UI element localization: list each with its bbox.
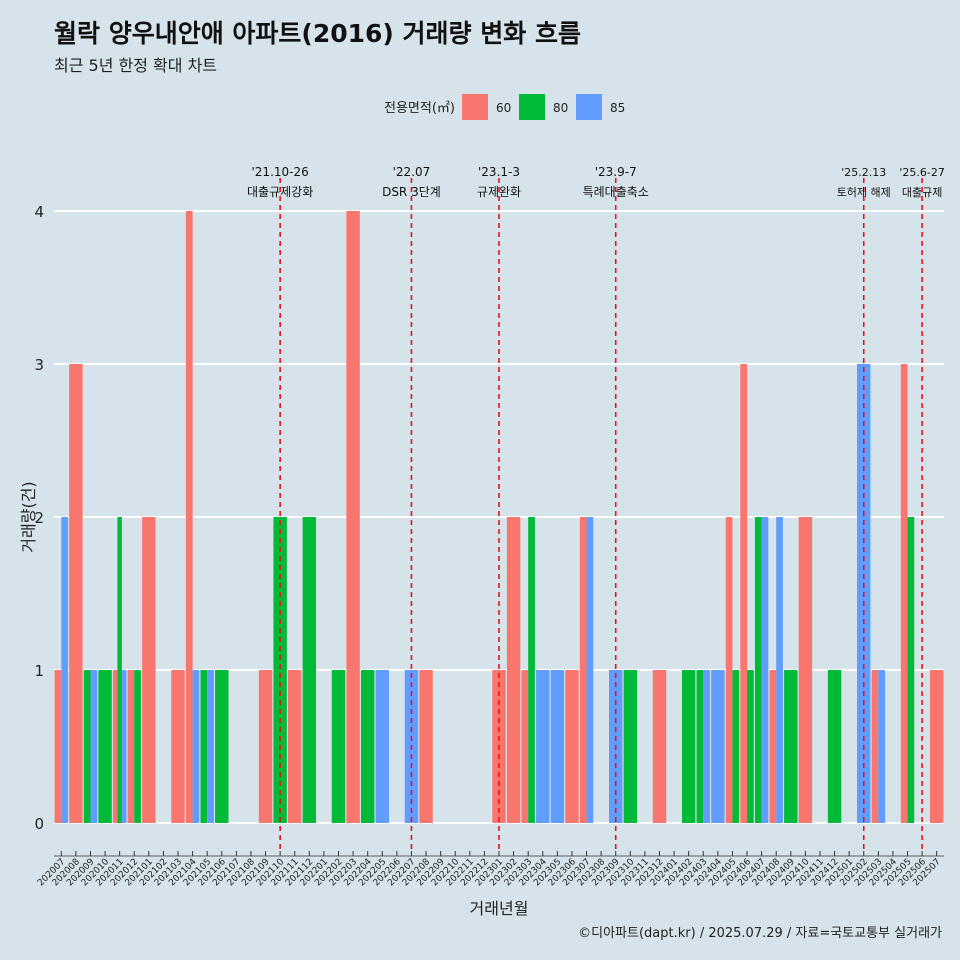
bar-80-202204 xyxy=(360,670,375,823)
legend-label-80: 80 xyxy=(553,101,568,115)
event-date: '22.07 xyxy=(393,165,431,179)
bar-60-202503 xyxy=(871,670,879,823)
legend-label-60: 60 xyxy=(496,101,511,115)
bar-80-202110 xyxy=(273,517,287,823)
x-axis-title: 거래년월 xyxy=(470,899,529,918)
bar-60-202101 xyxy=(142,517,156,823)
bar-80-202202 xyxy=(331,670,346,823)
bar-85-202104 xyxy=(192,670,200,823)
event-label: 특례대출축소 xyxy=(583,185,649,199)
bar-80-202310 xyxy=(623,670,638,823)
bar-60-202307 xyxy=(579,517,587,823)
bar-60-202208 xyxy=(419,670,433,823)
event-date: '23.9-7 xyxy=(595,165,637,179)
bar-85-202305 xyxy=(550,670,565,823)
bar-80-202303 xyxy=(528,517,535,823)
legend-label-85: 85 xyxy=(610,101,625,115)
bar-85-202503 xyxy=(878,670,886,823)
bar-80-202105 xyxy=(200,670,208,823)
bar-85-202205 xyxy=(375,670,389,823)
chart-subtitle: 최근 5년 한정 확대 차트 xyxy=(54,56,218,75)
bar-60-202008 xyxy=(69,364,83,823)
bar-80-202402 xyxy=(681,670,696,823)
bar-60-202111 xyxy=(288,670,302,823)
bar-80-202112 xyxy=(302,517,317,823)
bar-85-202407 xyxy=(761,517,769,823)
bar-80-202409 xyxy=(784,670,798,823)
chart-title: 월락 양우내안애 아파트(2016) 거래량 변화 흐름 xyxy=(54,19,581,48)
bar-60-202303 xyxy=(521,670,529,823)
event-label: DSR 3단계 xyxy=(382,185,441,199)
bar-85-202304 xyxy=(536,670,550,823)
event-date: '25.2.13 xyxy=(841,166,886,179)
bar-80-202010 xyxy=(98,670,112,823)
bar-80-202407 xyxy=(754,517,762,823)
bar-60-202405 xyxy=(725,517,733,823)
bar-80-202009 xyxy=(83,670,91,823)
bar-80-202403 xyxy=(696,670,704,823)
bar-60-202203 xyxy=(346,211,360,823)
source-caption: ©디아파트(dapt.kr) / 2025.07.29 / 자료=국토교통부 실… xyxy=(578,926,942,941)
bar-85-202007 xyxy=(61,517,69,823)
y-tick-label: 3 xyxy=(34,356,44,374)
event-date: '23.1-3 xyxy=(478,165,520,179)
bar-60-202505 xyxy=(900,364,908,823)
bar-80-202011 xyxy=(117,517,122,823)
y-tick-label: 4 xyxy=(34,203,44,221)
bar-60-202011 xyxy=(112,670,118,823)
bar-60-202406 xyxy=(740,364,748,823)
bar-80-202012 xyxy=(134,670,141,823)
legend-swatch-85 xyxy=(576,94,602,120)
bar-85-202307 xyxy=(586,517,594,823)
bar-85-202403 xyxy=(703,670,710,823)
bar-85-202404 xyxy=(711,670,725,823)
bar-60-202007 xyxy=(54,670,62,823)
y-tick-label: 1 xyxy=(34,662,44,680)
bar-60-202103 xyxy=(171,670,185,823)
bar-60-202012 xyxy=(127,670,135,823)
bar-80-202405 xyxy=(732,670,740,823)
event-label: 토허제 해제 xyxy=(837,185,891,199)
legend-swatch-60 xyxy=(462,94,488,120)
y-tick-label: 0 xyxy=(34,815,44,833)
legend-title: 전용면적(㎡) xyxy=(384,101,455,116)
bar-85-202009 xyxy=(90,670,98,823)
bar-85-202408 xyxy=(776,517,783,823)
bar-80-202505 xyxy=(907,517,915,823)
bar-60-202410 xyxy=(798,517,813,823)
bar-60-202312 xyxy=(652,670,667,823)
bar-60-202109 xyxy=(258,670,273,823)
bar-85-202105 xyxy=(207,670,214,823)
bar-85-202011 xyxy=(121,670,127,823)
bar-60-202302 xyxy=(506,517,521,823)
event-label: 대출규제강화 xyxy=(247,185,313,199)
event-label: 대출규제 xyxy=(902,186,942,199)
bar-60-202104 xyxy=(185,211,193,823)
bar-80-202412 xyxy=(827,670,842,823)
bar-60-202408 xyxy=(769,670,777,823)
event-label: 규제완화 xyxy=(477,185,521,199)
y-axis-title: 거래량(건) xyxy=(19,481,38,552)
bar-80-202106 xyxy=(215,670,229,823)
event-date: '21.10-26 xyxy=(252,165,309,179)
event-date: '25.6-27 xyxy=(899,166,944,179)
bar-60-202507 xyxy=(929,670,944,823)
bar-60-202306 xyxy=(565,670,579,823)
bar-80-202406 xyxy=(747,670,754,823)
legend-swatch-80 xyxy=(519,94,545,120)
y-tick-label: 2 xyxy=(34,509,44,527)
